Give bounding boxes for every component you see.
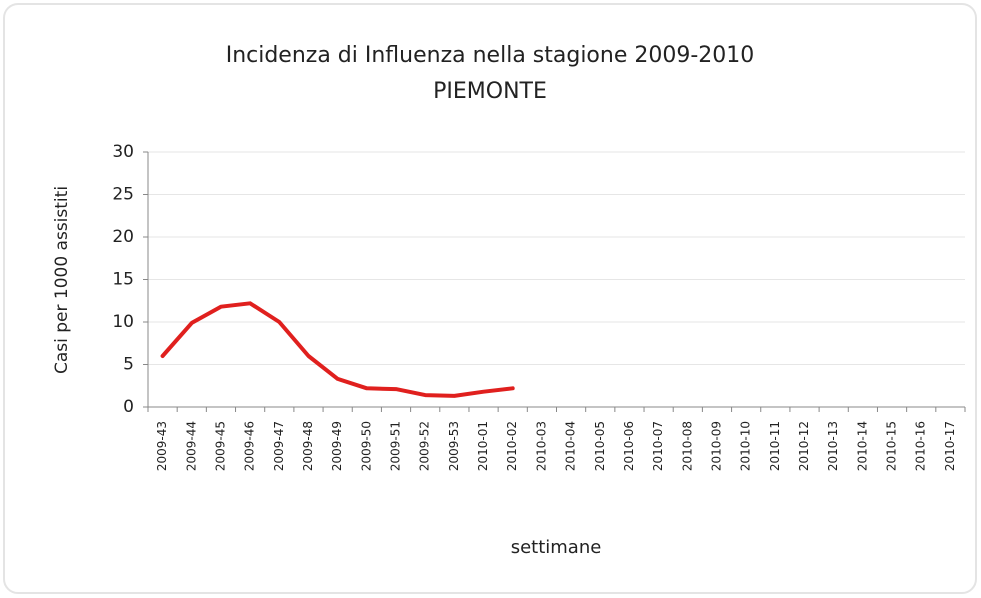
- y-tick-label: 0: [123, 397, 134, 417]
- x-tick-label: 2010-11: [768, 421, 782, 471]
- x-tick-label: 2009-43: [155, 421, 169, 471]
- x-tick-label: 2009-51: [389, 421, 403, 471]
- x-tick-label: 2010-17: [943, 421, 957, 471]
- x-tick-label: 2009-48: [301, 421, 315, 471]
- x-tick-label: 2010-05: [593, 421, 607, 471]
- x-tick-label: 2009-53: [447, 421, 461, 471]
- chart-subtitle: PIEMONTE: [433, 79, 547, 104]
- x-tick-label: 2010-04: [564, 421, 578, 471]
- frame: [3, 3, 977, 594]
- y-tick-label: 15: [112, 270, 134, 290]
- y-axis-label: Casi per 1000 assistiti: [52, 186, 72, 374]
- x-tick-label: 2010-14: [855, 421, 869, 471]
- x-tick-label: 2009-46: [243, 421, 257, 471]
- x-tick-label: 2010-07: [651, 421, 665, 471]
- x-tick-label: 2010-03: [534, 421, 548, 471]
- data-line: [160, 301, 515, 398]
- x-axis-label: settimane: [511, 537, 602, 558]
- x-tick-label: 2010-15: [885, 421, 899, 471]
- x-tick-label: 2010-12: [797, 421, 811, 471]
- y-tick-label: 25: [112, 185, 134, 205]
- x-tick-label: 2010-16: [914, 421, 928, 471]
- x-tick-label: 2010-13: [826, 421, 840, 471]
- x-tick-label: 2010-01: [476, 421, 490, 471]
- x-tick-label: 2010-10: [739, 421, 753, 471]
- y-tick-label: 10: [112, 312, 134, 332]
- x-tick-label: 2009-45: [213, 421, 227, 471]
- x-tick-label: 2009-50: [359, 421, 373, 471]
- x-tick-label: 2010-02: [505, 421, 519, 471]
- x-tick-label: 2009-47: [272, 421, 286, 471]
- y-tick-label: 5: [123, 355, 134, 375]
- x-tick-label: 2009-44: [184, 421, 198, 471]
- x-tick-label: 2010-09: [709, 421, 723, 471]
- chart-title: Incidenza di Influenza nella stagione 20…: [226, 43, 755, 68]
- x-tick-label: 2009-52: [418, 421, 432, 471]
- x-tick-label: 2009-49: [330, 421, 344, 471]
- x-tick-label: 2010-08: [680, 421, 694, 471]
- x-tick-label: 2010-06: [622, 421, 636, 471]
- y-tick-label: 30: [112, 142, 134, 162]
- y-tick-label: 20: [112, 227, 134, 247]
